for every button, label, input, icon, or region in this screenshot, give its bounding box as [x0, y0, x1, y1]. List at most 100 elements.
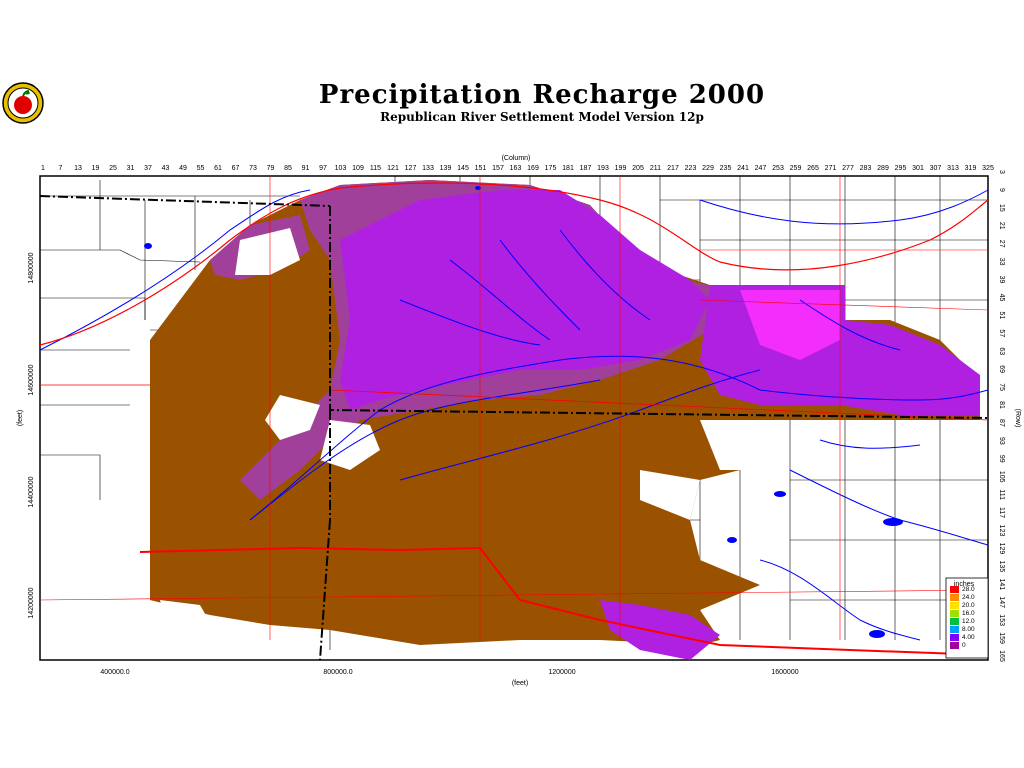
legend-swatch: [950, 610, 959, 617]
column-tick: 25: [109, 165, 117, 172]
column-tick: 67: [232, 165, 240, 172]
map-title: Precipitation Recharge 2000: [318, 80, 766, 110]
legend-swatch: [950, 642, 959, 649]
row-tick: 51: [998, 312, 1005, 320]
column-tick: 121: [387, 165, 399, 172]
column-tick: 61: [214, 165, 222, 172]
x-tick-4: 1600000: [771, 669, 798, 676]
column-axis: 1 7 13 19 25 31 37 43 49 55 61 67 73 79 85 91 97 103 109 11…: [41, 165, 994, 172]
column-tick: 259: [790, 165, 802, 172]
column-tick: 223: [685, 165, 697, 172]
column-tick: 13: [74, 165, 82, 172]
legend: inches 28.024.020.016.012.08.004.000: [945, 577, 989, 659]
column-tick: 265: [807, 165, 819, 172]
legend-label: 16.0: [962, 610, 975, 617]
row-axis-label: (Row): [1014, 409, 1021, 428]
column-tick: 235: [720, 165, 732, 172]
row-tick: 165: [998, 650, 1005, 662]
row-tick: 27: [998, 240, 1005, 248]
x-tick-1: 400000.0: [100, 669, 129, 676]
x-tick-2: 800000.0: [323, 669, 352, 676]
row-tick: 111: [998, 489, 1005, 500]
column-tick: 97: [319, 165, 327, 172]
row-tick: 33: [998, 258, 1005, 266]
row-tick: 93: [998, 437, 1005, 445]
column-tick: 205: [632, 165, 644, 172]
legend-swatch: [950, 594, 959, 601]
column-tick: 103: [335, 165, 347, 172]
column-tick: 151: [475, 165, 487, 172]
y-tick-4: 14200000: [28, 587, 35, 618]
column-tick: 283: [860, 165, 872, 172]
row-tick: 117: [998, 507, 1005, 518]
column-tick: 193: [597, 165, 609, 172]
legend-swatch: [950, 602, 959, 609]
map-subtitle: Republican River Settlement Model Versio…: [380, 110, 704, 124]
column-tick: 325: [982, 165, 994, 172]
column-tick: 313: [947, 165, 959, 172]
column-tick: 127: [405, 165, 417, 172]
row-tick: 87: [998, 419, 1005, 427]
column-tick: 211: [650, 165, 661, 172]
column-tick: 289: [877, 165, 889, 172]
column-tick: 1: [41, 165, 45, 172]
column-tick: 73: [249, 165, 257, 172]
column-tick: 55: [197, 165, 205, 172]
column-tick: 181: [562, 165, 574, 172]
row-tick: 21: [998, 222, 1005, 230]
x-axis-label: (feet): [512, 680, 528, 687]
legend-label: 20.0: [962, 602, 975, 609]
apple-seal-icon: [2, 82, 44, 124]
column-tick: 19: [92, 165, 100, 172]
column-tick: 43: [162, 165, 170, 172]
column-tick: 247: [755, 165, 767, 172]
row-tick: 135: [998, 561, 1005, 573]
column-tick: 85: [284, 165, 292, 172]
row-tick: 9: [998, 188, 1005, 192]
y-axis-label: (feet): [17, 410, 24, 426]
y-tick-2: 14600000: [28, 364, 35, 395]
column-tick: 295: [895, 165, 907, 172]
column-tick: 37: [144, 165, 152, 172]
column-tick: 7: [59, 165, 63, 172]
column-tick: 49: [179, 165, 187, 172]
row-tick: 63: [998, 347, 1005, 355]
legend-label: 28.0: [962, 586, 975, 593]
row-axis: 3915212733394551576369758187939910511111…: [998, 170, 1005, 662]
roads: [39, 176, 989, 656]
legend-title: inches: [954, 581, 975, 588]
row-tick: 81: [998, 401, 1005, 409]
legend-label: 24.0: [962, 594, 975, 601]
legend-swatch: [950, 618, 959, 625]
legend-swatch: [950, 586, 959, 593]
column-tick: 31: [127, 165, 135, 172]
row-tick: 147: [998, 596, 1005, 608]
legend-label: 0: [962, 642, 966, 649]
x-tick-3: 1200000: [548, 669, 575, 676]
legend-swatch: [950, 634, 959, 641]
column-tick: 229: [702, 165, 714, 172]
column-tick: 133: [422, 165, 434, 172]
column-tick: 253: [772, 165, 784, 172]
column-tick: 139: [440, 165, 452, 172]
column-tick: 277: [842, 165, 854, 172]
column-axis-label: (Column): [502, 155, 531, 162]
column-tick: 145: [457, 165, 469, 172]
column-tick: 301: [912, 165, 924, 172]
row-tick: 39: [998, 276, 1005, 284]
column-tick: 163: [510, 165, 522, 172]
y-tick-3: 14400000: [28, 476, 35, 507]
row-tick: 123: [998, 525, 1005, 537]
y-tick-1: 14800000: [28, 252, 35, 283]
column-tick: 271: [825, 165, 837, 172]
column-tick: 169: [527, 165, 539, 172]
column-tick: 217: [667, 165, 679, 172]
column-tick: 109: [352, 165, 364, 172]
column-tick: 115: [370, 165, 381, 172]
column-tick: 187: [580, 165, 592, 172]
row-tick: 105: [998, 471, 1005, 483]
row-tick: 129: [998, 543, 1005, 555]
legend-swatch: [950, 626, 959, 633]
column-tick: 199: [615, 165, 627, 172]
